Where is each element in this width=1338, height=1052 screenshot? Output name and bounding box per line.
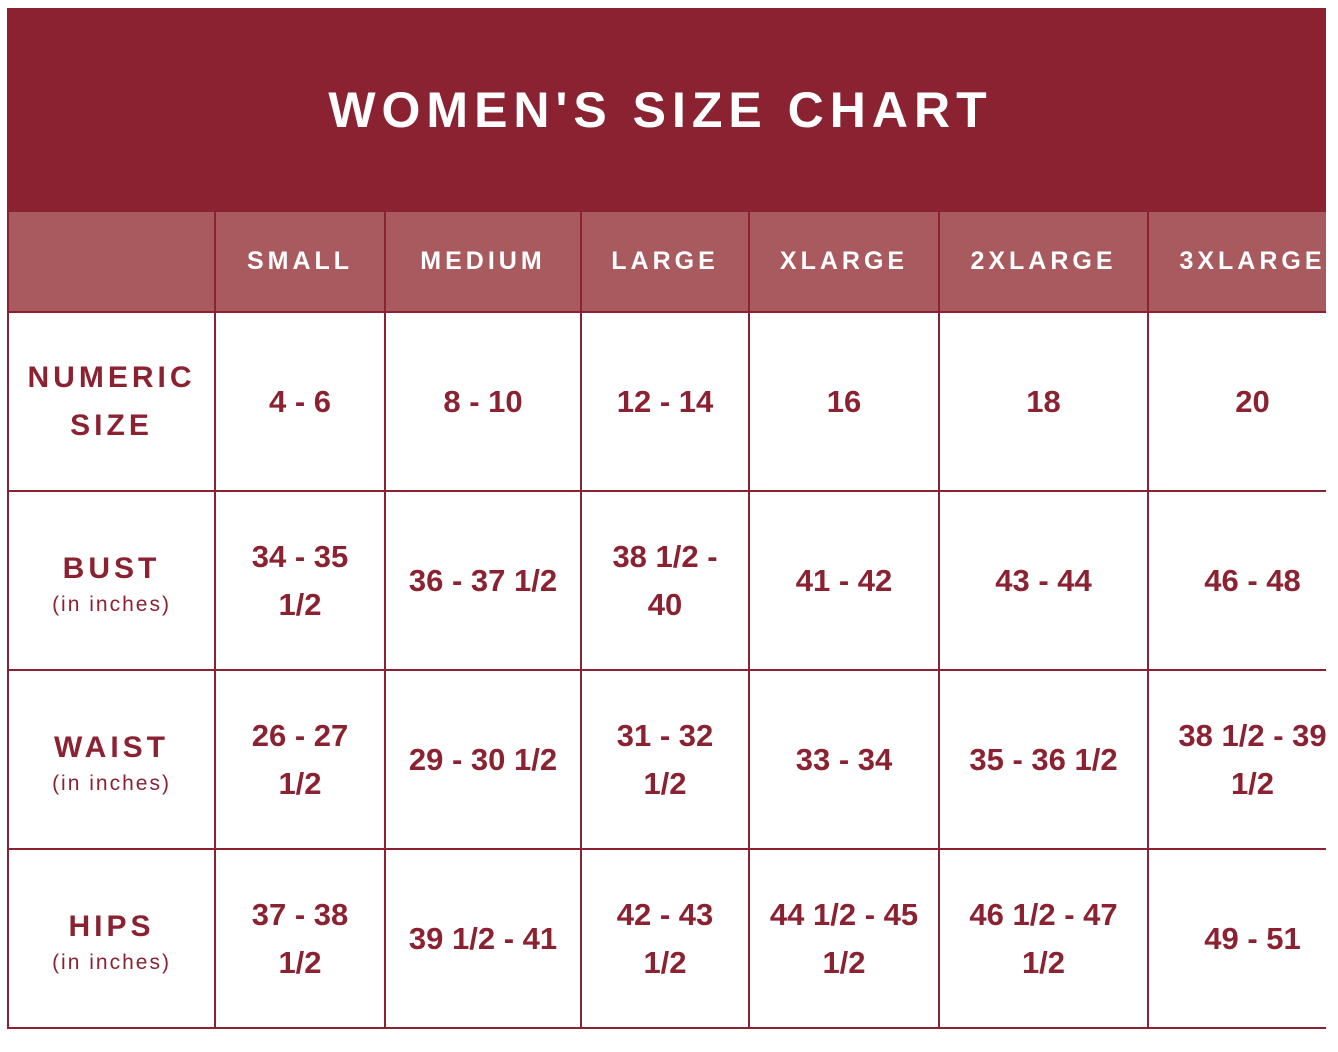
size-cell: 46 1/2 - 47 1/2 (938, 848, 1149, 1029)
row-label: NUMERIC SIZE (27, 360, 196, 442)
table-row: WAIST (in inches) 26 - 27 1/2 29 - 30 1/2 31… (7, 669, 1326, 850)
column-header: SMALL (214, 212, 386, 313)
size-cell: 36 - 37 1/2 (384, 490, 582, 671)
size-table: SMALL MEDIUM LARGE XLARGE 2XLARGE 3XLARGE NUM… (7, 212, 1326, 1029)
row-label: WAIST (54, 730, 169, 764)
size-cell: 39 1/2 - 41 (384, 848, 582, 1029)
row-unit: (in inches) (52, 771, 171, 795)
column-header: 2XLARGE (938, 212, 1149, 313)
column-header: 3XLARGE (1147, 212, 1326, 313)
row-label-cell: HIPS (in inches) (7, 848, 216, 1029)
header-row: SMALL MEDIUM LARGE XLARGE 2XLARGE 3XLARGE (7, 212, 1326, 313)
size-cell: 31 - 32 1/2 (580, 669, 750, 850)
size-cell: 8 - 10 (384, 311, 582, 492)
size-chart: WOMEN'S SIZE CHART SMALL MEDIUM LARGE XLARG… (7, 8, 1326, 1041)
size-cell: 33 - 34 (748, 669, 940, 850)
column-header: XLARGE (748, 212, 940, 313)
row-label: HIPS (68, 909, 155, 943)
row-label: BUST (62, 551, 161, 585)
size-cell: 41 - 42 (748, 490, 940, 671)
row-label-cell: NUMERIC SIZE (7, 311, 216, 492)
size-cell: 42 - 43 1/2 (580, 848, 750, 1029)
table-row: HIPS (in inches) 37 - 38 1/2 39 1/2 - 41 42 … (7, 848, 1326, 1029)
chart-title: WOMEN'S SIZE CHART (7, 8, 1326, 212)
size-cell: 12 - 14 (580, 311, 750, 492)
size-cell: 16 (748, 311, 940, 492)
column-header: MEDIUM (384, 212, 582, 313)
size-cell: 38 1/2 - 39 1/2 (1147, 669, 1326, 850)
row-label-cell: WAIST (in inches) (7, 669, 216, 850)
size-cell: 4 - 6 (214, 311, 386, 492)
size-cell: 18 (938, 311, 1149, 492)
column-header: LARGE (580, 212, 750, 313)
row-unit: (in inches) (52, 950, 171, 974)
size-cell: 38 1/2 - 40 (580, 490, 750, 671)
row-label-cell: BUST (in inches) (7, 490, 216, 671)
size-cell: 44 1/2 - 45 1/2 (748, 848, 940, 1029)
size-cell: 29 - 30 1/2 (384, 669, 582, 850)
size-cell: 43 - 44 (938, 490, 1149, 671)
size-cell: 26 - 27 1/2 (214, 669, 386, 850)
size-cell: 37 - 38 1/2 (214, 848, 386, 1029)
size-cell: 20 (1147, 311, 1326, 492)
size-cell: 46 - 48 (1147, 490, 1326, 671)
size-cell: 35 - 36 1/2 (938, 669, 1149, 850)
corner-cell (7, 212, 216, 313)
table-row: BUST (in inches) 34 - 35 1/2 36 - 37 1/2 38 … (7, 490, 1326, 671)
size-cell: 49 - 51 (1147, 848, 1326, 1029)
row-unit: (in inches) (52, 592, 171, 616)
size-cell: 34 - 35 1/2 (214, 490, 386, 671)
